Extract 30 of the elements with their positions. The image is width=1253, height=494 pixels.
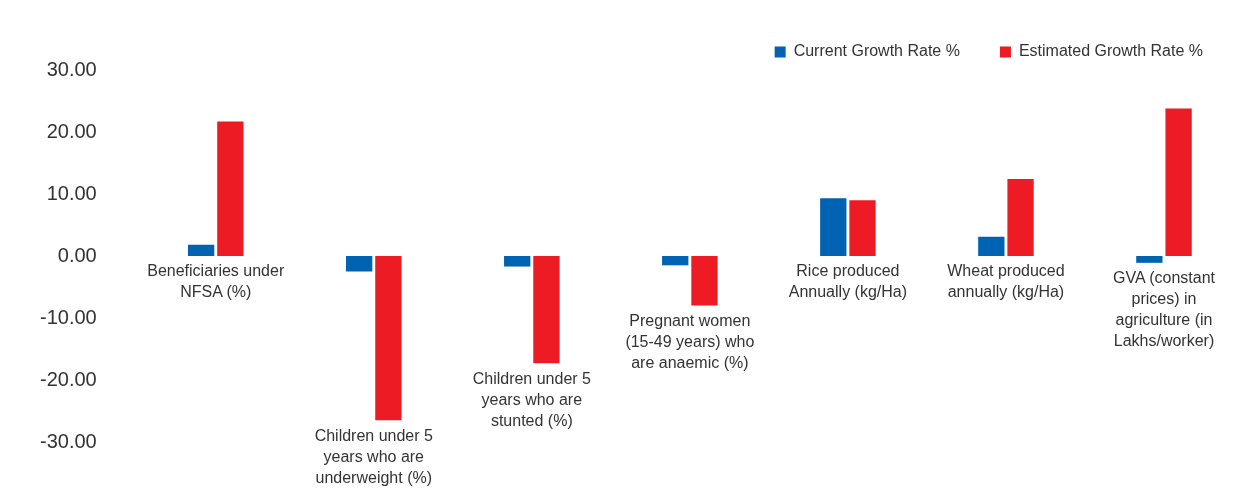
y-tick-label: -10.00: [39, 305, 97, 328]
x-tick-label: Wheat produced annually (kg/Ha): [947, 262, 1065, 301]
bar: [1136, 256, 1163, 263]
bar: [691, 256, 718, 306]
bar: [978, 236, 1005, 256]
y-tick-label: 0.00: [57, 243, 97, 266]
bar: [849, 200, 876, 256]
legend-label: Estimated Growth Rate %: [1018, 42, 1204, 60]
x-tick-label: Beneficiaries under NFSA (%): [147, 262, 285, 301]
bar: [504, 256, 531, 267]
bar: [375, 256, 402, 421]
bar: [346, 256, 373, 272]
bar: [1007, 179, 1034, 256]
x-tick-label: Children under 5 years who are stunted (%): [472, 369, 592, 429]
bar: [533, 256, 560, 364]
y-tick-label: -30.00: [39, 429, 97, 452]
y-tick-label: 10.00: [46, 181, 97, 204]
bar: [662, 256, 689, 266]
y-tick-label: 20.00: [46, 119, 97, 142]
bar: [820, 198, 847, 256]
x-tick-label: Pregnant women (15-49 years) who are anaemic (%): [625, 312, 755, 372]
x-tick-label: Rice produced Annually (kg/Ha): [788, 262, 908, 301]
y-tick-label: 30.00: [46, 57, 97, 80]
x-tick-label: GVA (constant prices) in agriculture (in Lakhs/worker): [1112, 269, 1216, 350]
bar: [217, 121, 244, 256]
bar: [1165, 108, 1192, 256]
x-tick-label: Children under 5 years who are underweight (%): [314, 426, 434, 486]
bar: [187, 244, 215, 256]
legend-label: Current Growth Rate %: [793, 42, 960, 60]
y-tick-label: -20.00: [39, 367, 97, 390]
